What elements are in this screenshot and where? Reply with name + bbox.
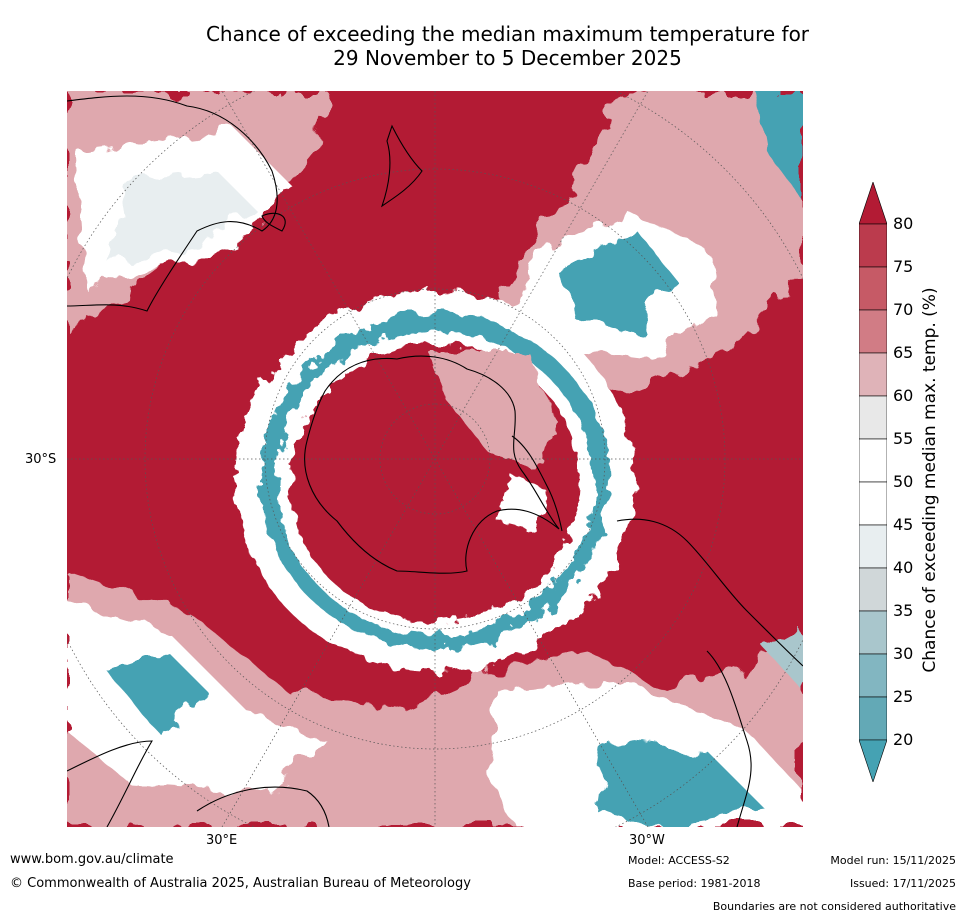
colorbar-bin — [859, 266, 887, 311]
footer-copyright: © Commonwealth of Australia 2025, Austra… — [10, 876, 471, 891]
coast-antarctic-peninsula — [511, 435, 563, 532]
colorbar-bin — [859, 696, 887, 741]
coastlines — [67, 95, 803, 827]
coast-south-america — [616, 518, 803, 667]
colorbar-bin — [859, 438, 887, 483]
colorbar-label: Chance of exceeding median max. temp. (%… — [920, 287, 940, 673]
colorbar-tick-label: 60 — [893, 386, 914, 405]
coast-antarctica — [304, 355, 560, 574]
region-northwest-mixed — [67, 91, 327, 331]
footer-issued: Issued: 17/11/2025 — [849, 877, 956, 890]
map-title-line-1: Chance of exceeding the median maximum t… — [205, 22, 810, 46]
colorbar-bin — [859, 309, 887, 354]
colorbar — [859, 182, 887, 782]
colorbar-tick-label: 80 — [893, 214, 914, 233]
colorbar-bin — [859, 395, 887, 440]
footer-disclaimer: Boundaries are not considered authoritat… — [712, 900, 956, 913]
coast-south-america-lower — [706, 650, 752, 827]
colorbar-bin — [859, 481, 887, 526]
colorbar-tick-label: 35 — [893, 601, 914, 620]
colorbar-tick-label: 75 — [893, 257, 914, 276]
coast-tasmania — [261, 212, 286, 232]
colorbar-tick-label: 55 — [893, 429, 914, 448]
colorbar-extend-high — [859, 182, 887, 225]
colorbar-bin — [859, 653, 887, 698]
map-title-line-2: 29 November to 5 December 2025 — [333, 46, 682, 70]
region-antarctic-interior — [427, 351, 557, 531]
footer-website[interactable]: www.bom.gov.au/climate — [10, 852, 174, 867]
colorbar-bin — [859, 610, 887, 655]
region-northeast-cool — [497, 91, 803, 391]
map-panel[interactable] — [67, 91, 803, 827]
colorbar-extend-low — [859, 739, 887, 782]
colorbar-tick-label: 25 — [893, 687, 914, 706]
colorbar-tick-label: 40 — [893, 558, 914, 577]
colorbar-tick-label: 70 — [893, 300, 914, 319]
footer-base-period: Base period: 1981-2018 — [628, 877, 761, 890]
polar-map — [67, 91, 803, 827]
colorbar-bin — [859, 352, 887, 397]
footer-model-run: Model run: 15/11/2025 — [830, 854, 956, 867]
graticule — [67, 91, 803, 827]
coast-australia — [67, 95, 278, 312]
colorbar-bin — [859, 524, 887, 569]
footer-model: Model: ACCESS-S2 — [628, 854, 730, 867]
longitude-label-30e: 30°E — [206, 833, 238, 848]
coast-africa-south — [196, 786, 330, 827]
coast-africa — [67, 740, 153, 827]
longitude-label-30w: 30°W — [629, 833, 665, 848]
colorbar-tick-label: 50 — [893, 472, 914, 491]
colorbar-tick-label: 45 — [893, 515, 914, 534]
colorbar-tick-label: 65 — [893, 343, 914, 362]
colorbar-tick-label: 20 — [893, 730, 914, 749]
coast-new-zealand — [380, 124, 423, 208]
colorbar-tick-label: 30 — [893, 644, 914, 663]
map-title: Chance of exceeding the median maximum t… — [90, 22, 925, 70]
latitude-label-30s: 30°S — [25, 452, 57, 467]
colorbar-bin — [859, 567, 887, 612]
colorbar-bin — [859, 223, 887, 268]
